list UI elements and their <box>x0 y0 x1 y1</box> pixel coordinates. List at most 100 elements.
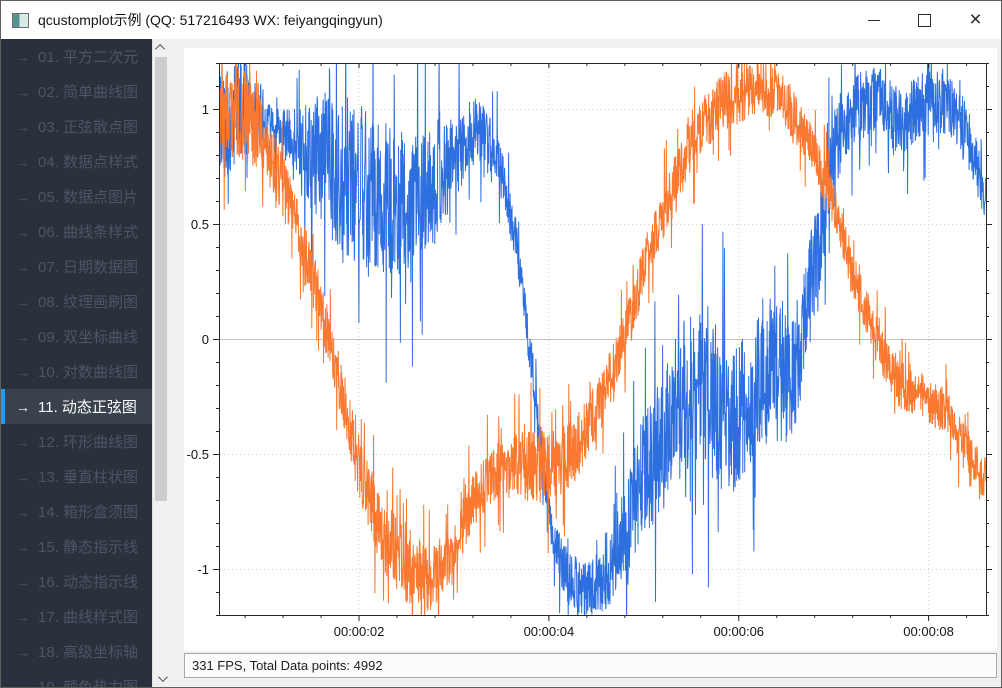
sidebar-item-label: 09. 双坐标曲线 <box>38 329 139 346</box>
minimize-icon <box>867 19 880 21</box>
arrow-right-icon: → <box>16 118 30 135</box>
y-tick-label: 1 <box>202 102 209 117</box>
arrow-right-icon: → <box>16 363 30 380</box>
plot-canvas: 00:00:02 00:00:04 00:00:06 00:00:08 -1 -0.5 0 0… <box>187 63 992 639</box>
selected-accent-bar <box>1 564 5 599</box>
selected-accent-bar <box>1 284 5 319</box>
sidebar-item-04[interactable]: → 04. 数据点样式 <box>1 144 152 179</box>
chevron-up-icon <box>154 43 165 54</box>
series-noisy-sine-orange <box>219 63 986 615</box>
sidebar-item-11[interactable]: → 11. 动态正弦图 <box>1 389 152 424</box>
scrollbar-up-button[interactable] <box>153 39 169 56</box>
arrow-right-icon: → <box>16 538 30 555</box>
chevron-down-icon <box>157 672 168 683</box>
sidebar-scrollbar[interactable] <box>152 39 169 687</box>
scrollbar-down-button[interactable] <box>153 670 169 687</box>
sidebar-item-01[interactable]: → 01. 平方二次元 <box>1 39 152 74</box>
sidebar-item-label: 18. 高级坐标轴 <box>38 644 139 661</box>
arrow-right-icon: → <box>16 643 30 660</box>
minimize-button[interactable] <box>848 1 899 39</box>
selected-accent-bar <box>1 389 5 424</box>
status-bar: 331 FPS, Total Data points: 4992 <box>184 653 997 678</box>
x-tick-label: 00:00:06 <box>713 624 764 639</box>
maximize-button[interactable] <box>899 1 950 39</box>
sidebar-item-18[interactable]: → 18. 高级坐标轴 <box>1 634 152 669</box>
selected-accent-bar <box>1 39 5 74</box>
x-tick-label: 00:00:04 <box>524 624 575 639</box>
sidebar-item-label: 15. 静态指示线 <box>38 539 139 556</box>
y-tick-label: -0.5 <box>187 447 209 462</box>
selected-accent-bar <box>1 354 5 389</box>
close-button[interactable]: × <box>950 1 1001 39</box>
series-noisy-sine-blue <box>219 63 986 615</box>
selected-accent-bar <box>1 599 5 634</box>
app-icon <box>12 12 29 28</box>
title-bar: qcustomplot示例 (QQ: 517216493 WX: feiyang… <box>1 1 1001 39</box>
maximize-icon <box>918 13 931 27</box>
sidebar-item-08[interactable]: → 08. 纹理画刷图 <box>1 284 152 319</box>
sidebar-item-13[interactable]: → 13. 垂直柱状图 <box>1 459 152 494</box>
arrow-right-icon: → <box>16 153 30 170</box>
sidebar-item-label: 07. 日期数据图 <box>38 259 139 276</box>
selected-accent-bar <box>1 179 5 214</box>
window-title: qcustomplot示例 (QQ: 517216493 WX: feiyang… <box>38 12 383 28</box>
sidebar-item-label: 17. 曲线样式图 <box>38 609 139 626</box>
sidebar-item-19[interactable]: → 19. 颜色热力图 <box>1 669 152 688</box>
sidebar-item-label: 13. 垂直柱状图 <box>38 469 139 486</box>
sidebar-item-02[interactable]: → 02. 简单曲线图 <box>1 74 152 109</box>
sidebar-item-06[interactable]: → 06. 曲线条样式 <box>1 214 152 249</box>
sidebar-item-label: 14. 箱形盒须图 <box>38 504 139 521</box>
selected-accent-bar <box>1 494 5 529</box>
dynamic-sine-chart[interactable]: 00:00:02 00:00:04 00:00:06 00:00:08 -1 -0.5 0 0… <box>184 48 997 651</box>
selected-accent-bar <box>1 74 5 109</box>
main-content: 00:00:02 00:00:04 00:00:06 00:00:08 -1 -0.5 0 0… <box>169 39 1001 687</box>
sidebar-item-16[interactable]: → 16. 动态指示线 <box>1 564 152 599</box>
sidebar-item-label: 02. 简单曲线图 <box>38 84 139 101</box>
x-tick-label: 00:00:02 <box>334 624 385 639</box>
arrow-right-icon: → <box>16 678 30 688</box>
selected-accent-bar <box>1 109 5 144</box>
sidebar-item-12[interactable]: → 12. 环形曲线图 <box>1 424 152 459</box>
selected-accent-bar <box>1 529 5 564</box>
arrow-right-icon: → <box>16 573 30 590</box>
selected-accent-bar <box>1 669 5 687</box>
arrow-right-icon: → <box>16 328 30 345</box>
sidebar-item-label: 06. 曲线条样式 <box>38 224 139 241</box>
selected-accent-bar <box>1 459 5 494</box>
selected-accent-bar <box>1 319 5 354</box>
sidebar-item-label: 01. 平方二次元 <box>38 49 139 66</box>
sidebar-item-09[interactable]: → 09. 双坐标曲线 <box>1 319 152 354</box>
arrow-right-icon: → <box>16 188 30 205</box>
arrow-right-icon: → <box>16 83 30 100</box>
selected-accent-bar <box>1 249 5 284</box>
sidebar-item-label: 12. 环形曲线图 <box>38 434 139 451</box>
arrow-right-icon: → <box>16 293 30 310</box>
sidebar-item-07[interactable]: → 07. 日期数据图 <box>1 249 152 284</box>
sidebar-item-label: 03. 正弦散点图 <box>38 119 139 136</box>
arrow-right-icon: → <box>16 223 30 240</box>
sidebar-item-label: 11. 动态正弦图 <box>38 399 137 416</box>
sidebar-item-10[interactable]: → 10. 对数曲线图 <box>1 354 152 389</box>
selected-accent-bar <box>1 214 5 249</box>
sidebar-item-label: 08. 纹理画刷图 <box>38 294 139 311</box>
window-controls: × <box>848 1 1001 39</box>
arrow-right-icon: → <box>16 433 30 450</box>
sidebar-item-label: 04. 数据点样式 <box>38 154 139 171</box>
arrow-right-icon: → <box>16 503 30 520</box>
x-tick-label: 00:00:08 <box>903 624 954 639</box>
scrollbar-thumb[interactable] <box>155 57 167 501</box>
sidebar-item-17[interactable]: → 17. 曲线样式图 <box>1 599 152 634</box>
y-tick-label: -1 <box>197 562 209 577</box>
y-tick-label: 0.5 <box>191 217 209 232</box>
sidebar-menu: → 01. 平方二次元 → 02. 简单曲线图 → 03. 正弦散点图 → 04. 数据点样式… <box>1 39 152 687</box>
sidebar-item-label: 05. 数据点图片 <box>38 189 139 206</box>
sidebar-item-05[interactable]: → 05. 数据点图片 <box>1 179 152 214</box>
sidebar-item-15[interactable]: → 15. 静态指示线 <box>1 529 152 564</box>
sidebar-item-14[interactable]: → 14. 箱形盒须图 <box>1 494 152 529</box>
selected-accent-bar <box>1 424 5 459</box>
selected-accent-bar <box>1 634 5 669</box>
arrow-right-icon: → <box>16 48 30 65</box>
sidebar-item-03[interactable]: → 03. 正弦散点图 <box>1 109 152 144</box>
y-tick-label: 0 <box>202 332 209 347</box>
